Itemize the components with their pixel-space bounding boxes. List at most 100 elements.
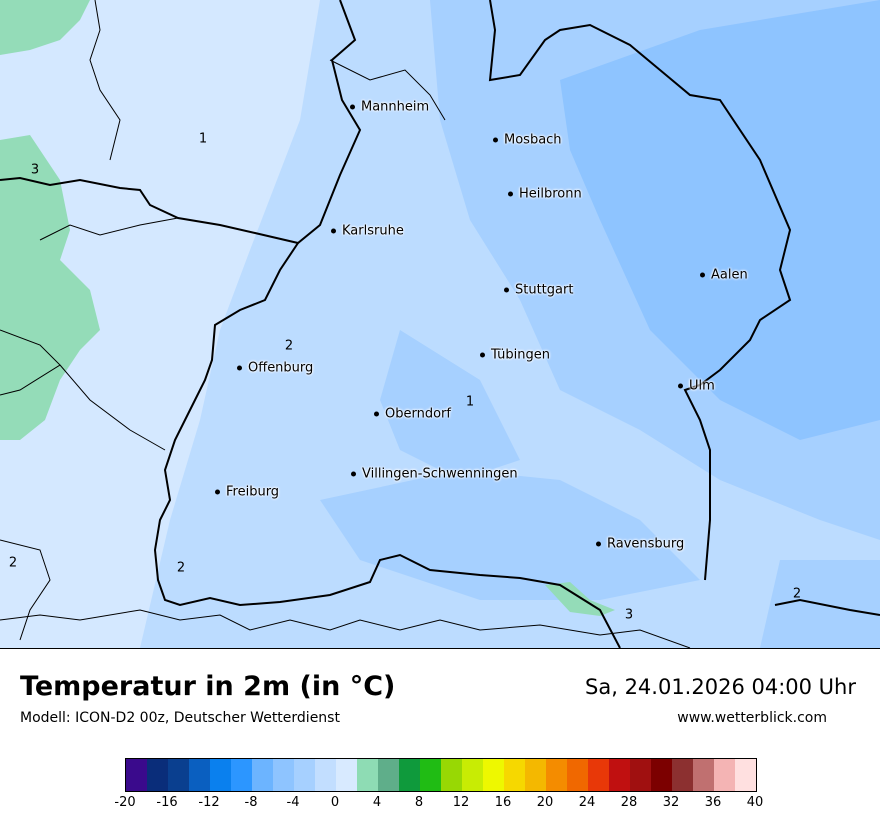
city-aalen: Aalen bbox=[700, 268, 748, 283]
city-label: Heilbronn bbox=[519, 186, 582, 202]
city-label: Mannheim bbox=[361, 99, 430, 115]
city-heilbronn: Heilbronn bbox=[508, 187, 582, 202]
legend-color-cell bbox=[546, 759, 567, 791]
legend-color-cell bbox=[252, 759, 273, 791]
legend-color-cell bbox=[420, 759, 441, 791]
district-line-5 bbox=[89, 0, 121, 161]
city-label: Freiburg bbox=[226, 484, 280, 500]
legend-color-cell bbox=[672, 759, 693, 791]
city-label: Oberndorf bbox=[385, 406, 451, 422]
legend-tick-label: 16 bbox=[494, 795, 512, 810]
legend-color-cell bbox=[714, 759, 735, 791]
south-field bbox=[320, 470, 700, 600]
map-footer: Temperatur in 2m (in °C) Modell: ICON-D2… bbox=[0, 649, 880, 830]
legend-tick-label: -20 bbox=[114, 795, 136, 810]
city-dot bbox=[504, 287, 509, 293]
city-label: Aalen bbox=[711, 267, 748, 283]
temperature-map: Mannheim Mosbach Heilbronn Karlsruhe Aal… bbox=[0, 0, 880, 649]
warm-patch-north bbox=[0, 0, 90, 55]
black-forest-field bbox=[380, 330, 520, 480]
northeast-cold-field bbox=[560, 0, 880, 440]
city-dot bbox=[508, 191, 513, 197]
city-dot bbox=[351, 471, 356, 477]
legend-tick-label: 0 bbox=[330, 795, 340, 810]
city-label: Karlsruhe bbox=[342, 223, 404, 239]
city-offenburg: Offenburg bbox=[237, 361, 313, 376]
city-ulm: Ulm bbox=[678, 379, 715, 394]
legend-tick-label: 20 bbox=[536, 795, 554, 810]
city-mannheim: Mannheim bbox=[350, 100, 429, 115]
district-line-3 bbox=[39, 217, 179, 241]
city-karlsruhe: Karlsruhe bbox=[331, 224, 404, 239]
contour-label: 2 bbox=[176, 560, 186, 576]
warm-patch-west bbox=[0, 135, 100, 440]
legend-ticks: -20 -16 -12 -8 -4 0 4 8 12 16 20 24 28 32 36 40 bbox=[114, 792, 763, 812]
legend-color-cell bbox=[357, 759, 378, 791]
district-line-4 bbox=[59, 364, 166, 451]
legend-tick-label: 32 bbox=[662, 795, 680, 810]
legend-tick-label: 12 bbox=[452, 795, 470, 810]
legend-tick-label: -8 bbox=[244, 795, 258, 810]
contour-label: 1 bbox=[198, 131, 208, 147]
map-title: Temperatur in 2m (in °C) bbox=[20, 671, 396, 702]
legend-tick-label: -4 bbox=[286, 795, 300, 810]
contour-label: 2 bbox=[284, 338, 294, 354]
legend-color-cell bbox=[525, 759, 546, 791]
contour-label: 1 bbox=[465, 394, 475, 410]
legend-tick-label: 24 bbox=[578, 795, 596, 810]
city-dot bbox=[237, 365, 242, 371]
district-line-2 bbox=[0, 539, 51, 641]
border-east bbox=[488, 0, 792, 581]
contour-label: 3 bbox=[30, 162, 40, 178]
legend-color-cell bbox=[294, 759, 315, 791]
contour-label: 2 bbox=[8, 555, 18, 571]
legend-color-cell bbox=[126, 759, 147, 791]
legend-tick-label: 36 bbox=[704, 795, 722, 810]
city-label: Ulm bbox=[689, 378, 715, 394]
border-north bbox=[0, 0, 362, 245]
legend-tick-label: 40 bbox=[746, 795, 764, 810]
legend-color-cell bbox=[147, 759, 168, 791]
city-dot bbox=[374, 411, 379, 417]
city-dot bbox=[596, 541, 601, 547]
legend-color-cell bbox=[567, 759, 588, 791]
city-label: Mosbach bbox=[504, 132, 562, 148]
city-dot bbox=[493, 137, 498, 143]
legend-color-cell bbox=[378, 759, 399, 791]
legend-color-cell bbox=[483, 759, 504, 791]
legend-tick-label: -12 bbox=[198, 795, 220, 810]
legend-tick-label: 4 bbox=[372, 795, 382, 810]
city-dot bbox=[215, 489, 220, 495]
city-villingen-schwenningen: Villingen-Schwenningen bbox=[351, 467, 518, 482]
border-southeast bbox=[774, 598, 880, 616]
legend-color-cell bbox=[441, 759, 462, 791]
southern-shore-line bbox=[0, 609, 691, 648]
legend-color-cell bbox=[693, 759, 714, 791]
legend-color-cell bbox=[651, 759, 672, 791]
legend-color-cell bbox=[336, 759, 357, 791]
legend-color-cell bbox=[315, 759, 336, 791]
legend-color-cell bbox=[462, 759, 483, 791]
legend-color-cell bbox=[504, 759, 525, 791]
city-ravensburg: Ravensburg bbox=[596, 537, 684, 552]
city-dot bbox=[331, 228, 336, 234]
city-label: Villingen-Schwenningen bbox=[362, 466, 518, 482]
legend-color-cell bbox=[189, 759, 210, 791]
model-info: Modell: ICON-D2 00z, Deutscher Wetterdie… bbox=[20, 710, 340, 726]
contour-label: 2 bbox=[792, 586, 802, 602]
forecast-datetime: Sa, 24.01.2026 04:00 Uhr bbox=[585, 675, 856, 699]
city-freiburg: Freiburg bbox=[215, 485, 279, 500]
city-label: Ravensburg bbox=[607, 536, 685, 552]
legend-color-cell bbox=[399, 759, 420, 791]
website-link[interactable]: www.wetterblick.com bbox=[677, 710, 827, 726]
river-line bbox=[329, 59, 446, 121]
legend-color-cell bbox=[735, 759, 756, 791]
legend-color-cell bbox=[609, 759, 630, 791]
city-label: Offenburg bbox=[248, 360, 314, 376]
border-southwest bbox=[153, 242, 621, 648]
legend-color-cell bbox=[630, 759, 651, 791]
legend-color-cell bbox=[168, 759, 189, 791]
map-canvas bbox=[0, 0, 880, 648]
city-dot bbox=[700, 272, 705, 278]
city-oberndorf: Oberndorf bbox=[374, 407, 451, 422]
